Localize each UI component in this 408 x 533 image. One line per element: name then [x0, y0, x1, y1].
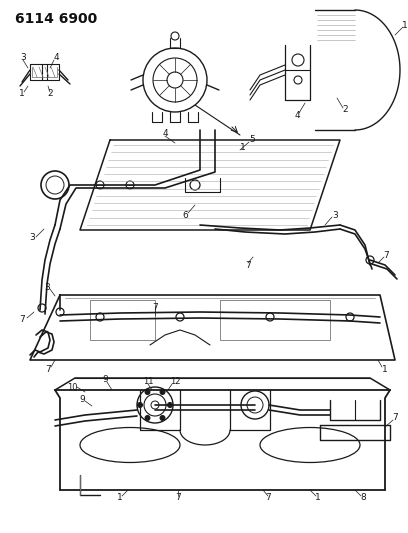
Text: 8: 8 [360, 494, 366, 503]
Text: 4: 4 [294, 110, 300, 119]
Text: 7: 7 [245, 262, 251, 271]
Text: 3: 3 [29, 232, 35, 241]
Text: 4: 4 [162, 128, 168, 138]
Circle shape [168, 402, 173, 408]
Text: 6: 6 [182, 211, 188, 220]
Text: 2: 2 [47, 90, 53, 99]
Text: 6114 6900: 6114 6900 [15, 12, 97, 26]
Text: 12: 12 [170, 377, 180, 386]
Text: 1: 1 [19, 90, 25, 99]
Text: 3: 3 [44, 282, 50, 292]
Text: 3: 3 [332, 211, 338, 220]
Text: 1: 1 [315, 494, 321, 503]
Text: 1: 1 [382, 366, 388, 375]
Text: 7: 7 [45, 366, 51, 375]
Text: 2: 2 [342, 106, 348, 115]
Text: 1: 1 [402, 20, 408, 29]
Text: 7: 7 [19, 316, 25, 325]
Text: 1: 1 [117, 494, 123, 503]
Circle shape [160, 416, 165, 421]
Text: 4: 4 [53, 53, 59, 62]
Circle shape [145, 416, 150, 421]
Text: 7: 7 [265, 494, 271, 503]
Text: 3: 3 [20, 53, 26, 62]
Text: 7: 7 [392, 414, 398, 423]
Text: 9: 9 [79, 395, 85, 405]
Text: 9: 9 [102, 376, 108, 384]
Text: 7: 7 [152, 303, 158, 312]
Text: 7: 7 [383, 251, 389, 260]
Circle shape [160, 390, 165, 394]
Text: 7: 7 [175, 494, 181, 503]
Text: 10: 10 [67, 384, 77, 392]
Circle shape [145, 390, 150, 394]
Text: 5: 5 [249, 135, 255, 144]
Text: 1: 1 [240, 143, 246, 152]
Text: 11: 11 [143, 377, 153, 386]
Circle shape [137, 402, 142, 408]
